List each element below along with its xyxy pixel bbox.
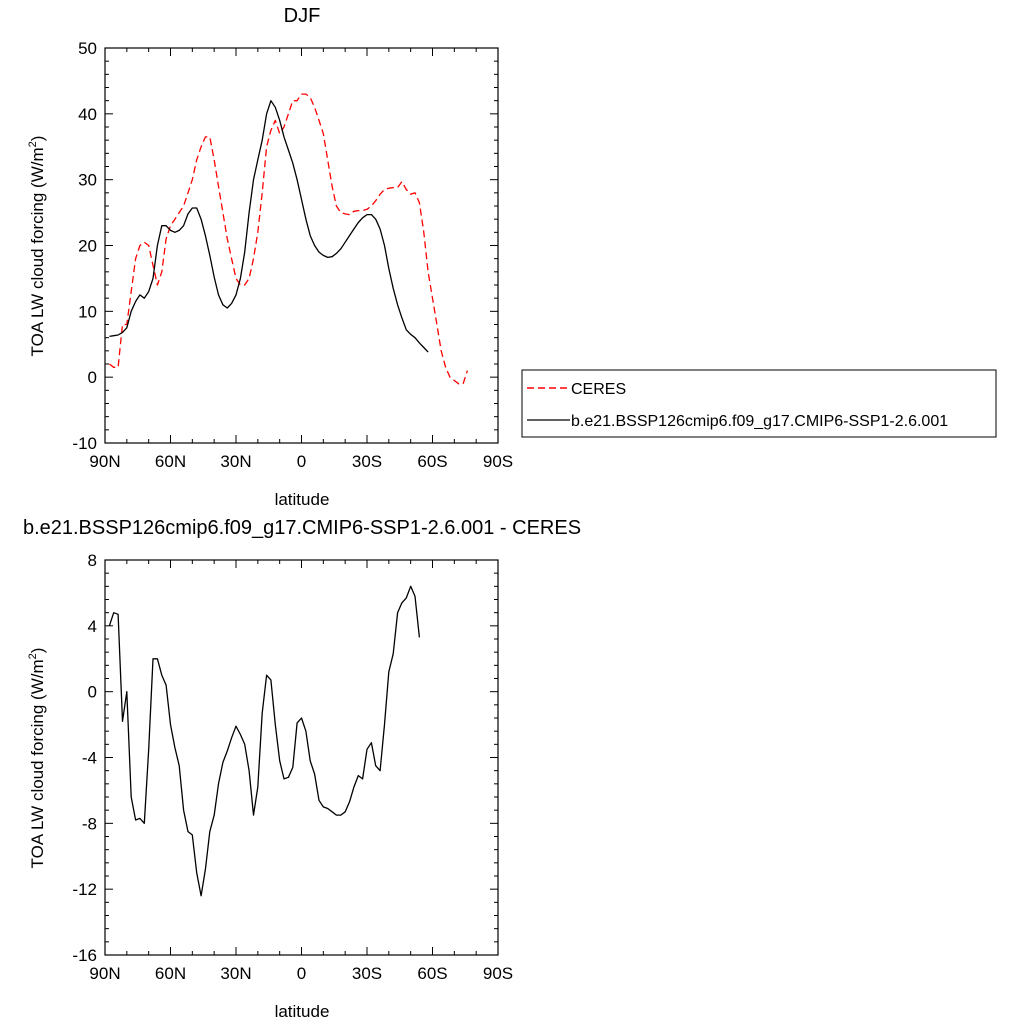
bottom-y-tick-label: 0 <box>88 683 97 702</box>
bottom-y-tick-label: -4 <box>82 749 97 768</box>
top-x-tick-label: 60N <box>155 452 186 471</box>
bottom-y-tick-label: -8 <box>82 814 97 833</box>
bottom-y-tick-label: 4 <box>88 617 97 636</box>
top-panel: DJF 90N 60N 30N 0 30S 60S 90S -10 0 10 20 30 40 50 l… <box>27 5 513 509</box>
bottom-y-tick-labels: -16 -12 -8 -4 0 4 8 <box>72 551 97 965</box>
top-x-tick-label: 60S <box>417 452 447 471</box>
bottom-x-tick-label: 90N <box>89 964 120 983</box>
top-y-tick-label: 30 <box>78 171 97 190</box>
top-y-tick-label: -10 <box>72 434 97 453</box>
bottom-y-tick-label: -16 <box>72 946 97 965</box>
legend: CERES b.e21.BSSP126cmip6.f09_g17.CMIP6-S… <box>521 369 997 438</box>
top-series-line-1 <box>109 93 469 385</box>
bottom-axis-ticks <box>104 559 499 956</box>
legend-box <box>521 369 997 438</box>
top-x-tick-label: 30S <box>352 452 382 471</box>
top-plot-frame <box>104 47 499 444</box>
top-y-tick-labels: -10 0 10 20 30 40 50 <box>72 39 97 453</box>
bottom-x-tick-label: 60S <box>417 964 447 983</box>
top-y-tick-label: 20 <box>78 237 97 256</box>
top-x-axis-title: latitude <box>275 490 330 509</box>
bottom-series-lines <box>108 585 421 897</box>
top-x-tick-label: 90S <box>483 452 513 471</box>
bottom-y-axis-title: TOA LW cloud forcing (W/m2) <box>27 648 47 869</box>
top-y-tick-label: 50 <box>78 39 97 58</box>
bottom-y-tick-label: 8 <box>88 551 97 570</box>
top-x-tick-label: 90N <box>89 452 120 471</box>
top-y-axis-title: TOA LW cloud forcing (W/m2) <box>27 136 47 357</box>
top-x-tick-label: 30N <box>220 452 251 471</box>
bottom-x-tick-label: 60N <box>155 964 186 983</box>
legend-label-ceres: CERES <box>571 381 626 398</box>
bottom-x-axis-title: latitude <box>275 1002 330 1021</box>
bottom-x-tick-label: 30S <box>352 964 382 983</box>
top-series-line-2 <box>109 100 429 353</box>
bottom-series-line-1 <box>108 585 421 897</box>
top-y-tick-label: 40 <box>78 105 97 124</box>
top-panel-title: DJF <box>284 5 321 27</box>
bottom-panel-title: b.e21.BSSP126cmip6.f09_g17.CMIP6-SSP1-2.… <box>23 517 581 539</box>
top-series-lines <box>109 93 469 385</box>
bottom-x-tick-label: 90S <box>483 964 513 983</box>
top-x-tick-label: 0 <box>297 452 306 471</box>
bottom-x-tick-label: 0 <box>297 964 306 983</box>
legend-label-model: b.e21.BSSP126cmip6.f09_g17.CMIP6-SSP1-2.… <box>571 413 948 430</box>
top-x-tick-labels: 90N 60N 30N 0 30S 60S 90S <box>89 452 513 471</box>
bottom-plot-frame <box>104 559 499 956</box>
bottom-x-tick-label: 30N <box>220 964 251 983</box>
top-axis-ticks <box>104 47 499 444</box>
bottom-x-tick-labels: 90N 60N 30N 0 30S 60S 90S <box>89 964 513 983</box>
bottom-panel: b.e21.BSSP126cmip6.f09_g17.CMIP6-SSP1-2.… <box>23 517 581 1021</box>
top-y-tick-label: 0 <box>88 368 97 387</box>
top-y-tick-label: 10 <box>78 302 97 321</box>
bottom-y-tick-label: -12 <box>72 880 97 899</box>
